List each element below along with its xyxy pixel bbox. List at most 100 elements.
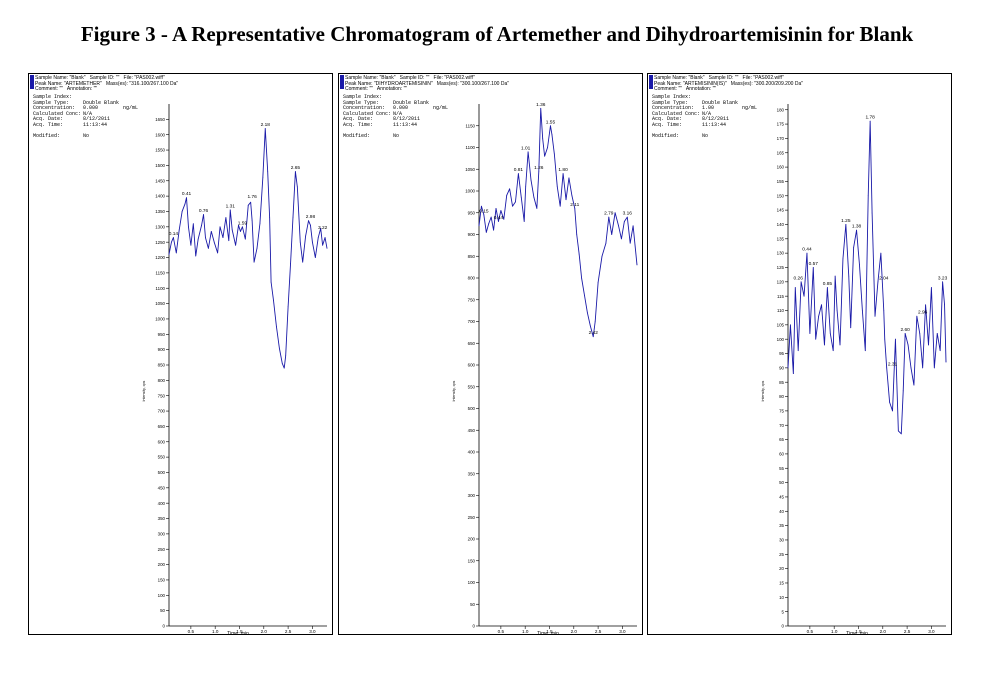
data-point bbox=[308, 220, 309, 222]
x-tick-label: 1.5 bbox=[855, 629, 862, 634]
y-tick-label: 85 bbox=[779, 380, 784, 385]
data-point bbox=[292, 217, 294, 219]
metadata-cell: N/A bbox=[83, 110, 93, 117]
metadata-row: Calculated Conc: N/A bbox=[343, 110, 448, 118]
metadata-cell: N/A bbox=[702, 110, 712, 117]
data-point bbox=[267, 171, 269, 172]
data-point bbox=[829, 333, 831, 334]
y-axis-label: Intensity, cps bbox=[452, 381, 456, 402]
data-point bbox=[787, 367, 789, 369]
metadata-cell: ng/mL bbox=[123, 105, 139, 112]
metadata-row: Acq. Date: 8/12/2011 bbox=[33, 117, 138, 123]
peak-label: 2.18 bbox=[261, 122, 271, 128]
metadata-cell: Modified: bbox=[343, 133, 371, 140]
header-line: Sample Name: "Blank" Sample ID: "" File:… bbox=[35, 75, 165, 81]
data-point bbox=[171, 241, 172, 243]
data-point bbox=[203, 214, 204, 215]
y-tick-label: 1050 bbox=[465, 167, 475, 172]
chromatogram-panel-dihydroartemisinin: Sample Name: "Blank" Sample ID: "" File:… bbox=[338, 73, 643, 635]
data-point bbox=[184, 203, 186, 205]
metadata-row: Sample Index: bbox=[343, 94, 448, 101]
data-point bbox=[853, 247, 855, 248]
y-tick-label: 140 bbox=[777, 222, 785, 227]
sample-metadata: Sample Index: Sample Type: Double Blank C… bbox=[652, 94, 757, 140]
data-point bbox=[172, 237, 174, 238]
y-tick-label: 45 bbox=[779, 495, 784, 500]
y-tick-label: 40 bbox=[779, 509, 784, 514]
metadata-cell: Calculated Conc: bbox=[652, 110, 701, 117]
data-point bbox=[485, 231, 487, 233]
peak-label: 2.60 bbox=[900, 327, 910, 333]
x-tick-label: 1.0 bbox=[522, 629, 529, 634]
x-axis-label: Time, min bbox=[846, 631, 868, 635]
y-tick-label: 550 bbox=[158, 455, 166, 460]
data-point bbox=[478, 225, 480, 227]
peak-label: 0.81 bbox=[514, 167, 524, 173]
metadata-cell: No bbox=[702, 133, 709, 140]
y-tick-label: 1200 bbox=[155, 255, 165, 260]
x-tick-label: 3.0 bbox=[928, 629, 935, 634]
y-tick-label: 50 bbox=[160, 608, 165, 613]
peak-label: 3.23 bbox=[938, 275, 948, 281]
y-tick-label: 115 bbox=[777, 294, 785, 299]
data-point bbox=[217, 252, 219, 254]
data-point bbox=[848, 275, 850, 277]
y-tick-label: 5 bbox=[782, 609, 785, 614]
x-axis-label: Time, min bbox=[537, 631, 559, 635]
y-tick-label: 1250 bbox=[155, 240, 165, 245]
metadata-cell: Calculated Conc: bbox=[343, 110, 392, 117]
metadata-row: Concentration: 0.000 ng/mL bbox=[343, 105, 449, 112]
metadata-cell: ng/mL bbox=[433, 105, 449, 112]
sample-header: Sample Name: "Blank" Sample ID: "" File:… bbox=[35, 75, 178, 93]
metadata-cell: 11:13:44 bbox=[83, 121, 108, 128]
header-line: Comment: "" Annotation: "" bbox=[345, 86, 408, 93]
data-point bbox=[589, 325, 591, 327]
data-point bbox=[614, 212, 616, 214]
peak-label: 2.79 bbox=[604, 211, 614, 217]
peak-label: 0.85 bbox=[823, 281, 833, 287]
data-point bbox=[877, 281, 879, 283]
y-tick-label: 110 bbox=[777, 308, 785, 313]
metadata-row: Calculated Conc: N/A bbox=[33, 110, 138, 118]
y-tick-label: 1450 bbox=[155, 178, 165, 183]
data-point bbox=[295, 171, 296, 172]
data-point bbox=[551, 134, 553, 135]
data-point bbox=[322, 244, 324, 246]
data-point bbox=[190, 244, 192, 246]
data-point bbox=[815, 338, 817, 340]
data-point bbox=[231, 229, 233, 231]
data-point bbox=[821, 304, 822, 306]
y-tick-label: 1350 bbox=[155, 209, 165, 214]
y-tick-label: 350 bbox=[468, 471, 476, 476]
x-axis-label: Time, min bbox=[227, 631, 249, 635]
y-tick-label: 1550 bbox=[155, 148, 165, 153]
data-point bbox=[285, 355, 287, 357]
x-tick-label: 0.5 bbox=[498, 629, 505, 634]
sample-header: Sample Name: "Blank" Sample ID: "" File:… bbox=[654, 75, 803, 93]
data-point bbox=[864, 350, 866, 352]
data-point bbox=[794, 287, 796, 288]
data-point bbox=[867, 195, 869, 197]
data-point bbox=[262, 177, 264, 179]
y-tick-label: 1100 bbox=[156, 286, 166, 291]
metadata-row: Modified: No bbox=[652, 134, 757, 140]
y-tick-label: 450 bbox=[468, 428, 476, 433]
data-point bbox=[636, 264, 638, 266]
data-point bbox=[626, 216, 628, 218]
data-point bbox=[201, 224, 202, 226]
metadata-cell: 0.000 bbox=[83, 105, 99, 112]
data-point bbox=[483, 214, 485, 216]
chromatogram-trace bbox=[478, 107, 638, 338]
y-tick-label: 1000 bbox=[155, 317, 165, 322]
metadata-cell: Calculated Conc: bbox=[33, 110, 82, 117]
data-point bbox=[188, 226, 189, 228]
data-point bbox=[178, 229, 180, 231]
data-point bbox=[826, 287, 828, 288]
data-point bbox=[792, 373, 794, 375]
sample-metadata: Sample Index: Sample Type: Double Blank C… bbox=[33, 94, 139, 140]
metadata-cell: Acq. Date: bbox=[33, 116, 64, 123]
data-point bbox=[839, 344, 841, 346]
data-point bbox=[242, 226, 243, 228]
y-tick-label: 1600 bbox=[155, 132, 165, 137]
data-point bbox=[240, 231, 241, 232]
